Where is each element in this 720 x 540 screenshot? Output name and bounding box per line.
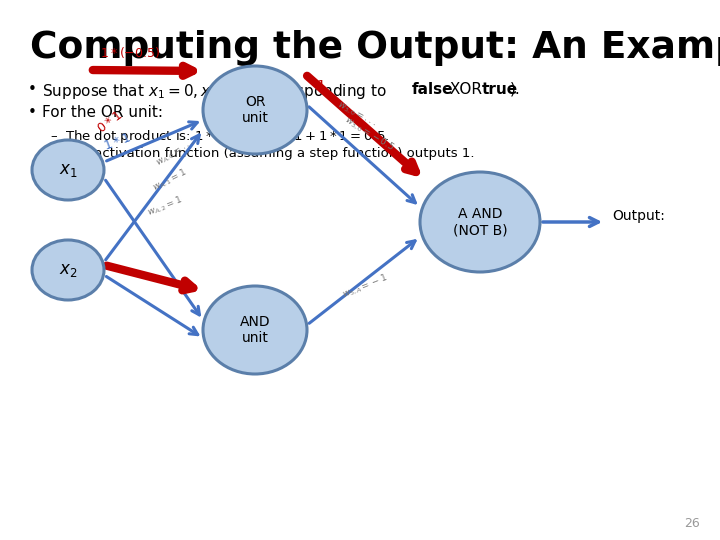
Ellipse shape [420, 172, 540, 272]
Text: $1*1$: $1*1$ [102, 131, 132, 153]
Text: $w_{A,1}=1$: $w_{A,1}=1$ [150, 166, 189, 194]
Text: $1$: $1$ [316, 79, 325, 93]
Text: A AND
(NOT B): A AND (NOT B) [453, 207, 508, 237]
Text: $w_{5,A}=-1$: $w_{5,A}=-1$ [340, 271, 390, 301]
Text: –  The dot product is: $1 * (-0.5) + 0 * 1 + 1 * 1 = 0.5$.: – The dot product is: $1 * (-0.5) + 0 * … [50, 128, 390, 145]
Text: $x_2$: $x_2$ [59, 261, 77, 279]
Text: 26: 26 [684, 517, 700, 530]
Text: $x_1$: $x_1$ [58, 161, 77, 179]
Text: $w_{3,0}=-0.5$: $w_{3,0}=-0.5$ [342, 113, 397, 154]
Text: $1*(-0.5)$: $1*(-0.5)$ [100, 45, 160, 60]
Text: $w_{3,0}=...$: $w_{3,0}=...$ [335, 99, 378, 129]
Text: OR
unit: OR unit [242, 95, 269, 125]
Text: Suppose that $x_1 = 0, x_2 = 1$ (corresponding to: Suppose that $x_1 = 0, x_2 = 1$ (corresp… [42, 82, 387, 101]
Text: true: true [482, 82, 518, 97]
Text: $w_{A,2}=1$: $w_{A,2}=1$ [145, 193, 184, 219]
Text: ).: ). [510, 82, 521, 97]
Text: •: • [28, 105, 37, 120]
Ellipse shape [203, 286, 307, 374]
Text: AND
unit: AND unit [240, 315, 270, 345]
Ellipse shape [32, 240, 104, 300]
Ellipse shape [32, 140, 104, 200]
Text: $0*1$: $0*1$ [95, 109, 125, 136]
Text: Output:: Output: [612, 209, 665, 223]
Ellipse shape [203, 66, 307, 154]
Text: $w_{A,0}=...$: $w_{A,0}=...$ [155, 137, 197, 168]
Text: –  The activation function (assuming a step function) outputs 1.: – The activation function (assuming a st… [50, 147, 474, 160]
Text: XOR: XOR [445, 82, 487, 97]
Text: •: • [28, 82, 37, 97]
Text: Computing the Output: An Example: Computing the Output: An Example [30, 30, 720, 66]
Text: false: false [412, 82, 454, 97]
Text: For the OR unit:: For the OR unit: [42, 105, 163, 120]
